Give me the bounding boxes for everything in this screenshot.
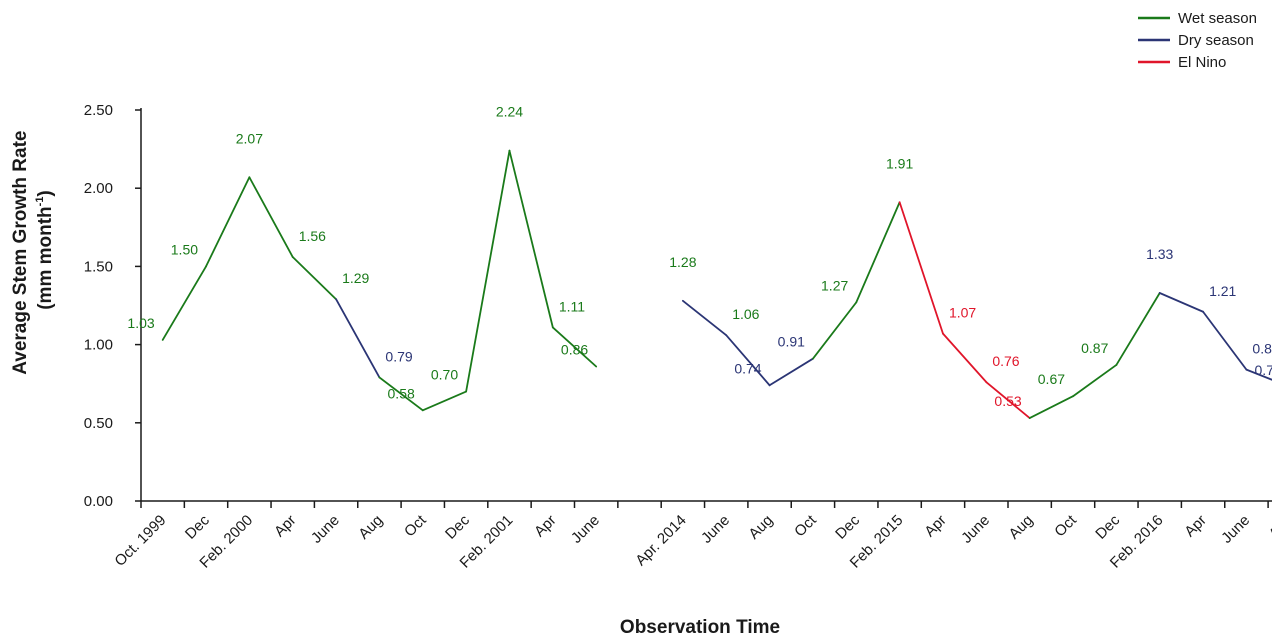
x-tick-label: Apr (921, 512, 950, 541)
data-label: 1.03 (127, 315, 154, 331)
x-tick-label: Aug (355, 512, 386, 543)
series-segment-wet (855, 201, 901, 304)
series-segment-wet (421, 390, 468, 412)
data-label: 1.21 (1209, 283, 1236, 299)
x-tick-label: June (958, 512, 993, 547)
legend-label-dry: Dry season (1178, 32, 1254, 49)
y-tick-label: 1.50 (84, 258, 113, 275)
series-segment-dry (725, 334, 771, 387)
data-label: 0.67 (1038, 371, 1065, 387)
x-tick-label: Oct (1051, 511, 1080, 540)
x-tick-label: June (568, 512, 603, 547)
series-segment-wet (1028, 395, 1074, 420)
data-label: 1.91 (886, 155, 913, 171)
data-label: 0.53 (994, 393, 1021, 409)
y-axis-title-sup: -1 (34, 197, 46, 207)
series-segment-wet (205, 176, 251, 268)
data-label: 0.86 (561, 341, 588, 357)
series-segment-dry (1245, 368, 1272, 381)
x-tick-label: Aug (746, 512, 777, 543)
data-label: 1.56 (299, 228, 326, 244)
x-tick-label: Apr. 2014 (632, 512, 689, 569)
data-label: 0.79 (385, 348, 412, 364)
y-tick-label: 0.50 (84, 415, 113, 432)
data-label: 0.87 (1081, 340, 1108, 356)
data-label: 1.28 (669, 254, 696, 270)
x-tick-label: Apr (1181, 512, 1210, 541)
x-tick-label: June (698, 512, 733, 547)
series-segment-wet (508, 149, 554, 329)
series-segment-wet (161, 265, 207, 341)
data-label: 0.76 (992, 353, 1019, 369)
data-label: 0.58 (388, 385, 415, 401)
series-segment-wet (465, 149, 511, 393)
y-axis: 0.00 0.50 1.00 1.50 2.00 2.50 (84, 102, 142, 510)
data-labels: 1.03 1.50 2.07 1.56 1.29 0.79 0.58 0.70 2.24 1.11… (127, 104, 1272, 409)
y-axis-title-line1: Average Stem Growth Rate (10, 131, 31, 375)
series-segment-dry (335, 298, 381, 379)
series-segment-elnino (985, 381, 1031, 420)
x-tick-label: June (308, 512, 343, 547)
x-tick-label: June (1218, 512, 1253, 547)
y-tick-label: 2.00 (84, 180, 113, 197)
x-tick-label: Dec (442, 511, 473, 542)
data-label: 1.29 (342, 270, 369, 286)
x-tick-label: Oct (791, 511, 820, 540)
series-segment-dry (681, 299, 728, 337)
series-segment-wet (1072, 364, 1118, 398)
series-segment-elnino (898, 201, 944, 335)
x-tick-label: Aug (1266, 512, 1272, 543)
x-tick-label: Aug (1006, 512, 1037, 543)
data-label: 0.74 (734, 360, 761, 376)
x-axis-title: Observation Time (620, 617, 780, 638)
legend-label-elnino: El Nino (1178, 54, 1226, 71)
data-label: 0.73 (1255, 362, 1272, 378)
data-label: 0.70 (431, 367, 458, 383)
series-segment-wet (378, 376, 424, 412)
series-lines (161, 149, 1272, 420)
data-label: 0.91 (778, 334, 805, 350)
series-segment-wet (248, 176, 294, 258)
legend-label-wet: Wet season (1178, 10, 1257, 27)
data-label: 1.06 (732, 306, 759, 322)
series-segment-wet (1115, 292, 1161, 366)
series-segment-wet (812, 301, 858, 360)
series-segment-wet (551, 326, 598, 368)
y-axis-title-unit: (mm month (35, 206, 56, 309)
data-label: 2.24 (496, 104, 523, 120)
series-segment-dry (1158, 292, 1204, 313)
legend: Wet season Dry season El Nino (1138, 10, 1257, 71)
y-tick-label: 0.00 (84, 493, 113, 510)
y-axis-title-line2: (mm month-1) (34, 190, 56, 310)
y-tick-label: 1.00 (84, 337, 113, 354)
x-tick-label: Apr (271, 512, 300, 541)
y-axis-title: Average Stem Growth Rate (mm month-1) (10, 125, 56, 375)
data-label: 1.11 (559, 298, 585, 314)
data-label: 1.07 (949, 305, 976, 321)
data-label: 1.27 (821, 277, 848, 293)
x-tick-label: Oct (401, 511, 430, 540)
data-label: 2.07 (236, 130, 263, 146)
data-label: 1.33 (1146, 246, 1173, 262)
x-tick-label: Dec (1092, 511, 1123, 542)
series-segment-wet (291, 256, 337, 301)
data-label: 0.84 (1252, 341, 1272, 357)
series-segment-dry (1202, 310, 1248, 371)
series-segment-elnino (942, 332, 988, 384)
x-tick-label: Oct. 1999 (111, 512, 169, 570)
data-label: 1.50 (171, 241, 198, 257)
x-tick-label: Dec (182, 511, 213, 542)
y-axis-title-close: ) (35, 190, 56, 196)
series-segment-dry (768, 357, 814, 387)
x-tick-label: Dec (832, 511, 863, 542)
y-tick-label: 2.50 (84, 102, 113, 119)
x-tick-label: Apr (531, 512, 560, 541)
